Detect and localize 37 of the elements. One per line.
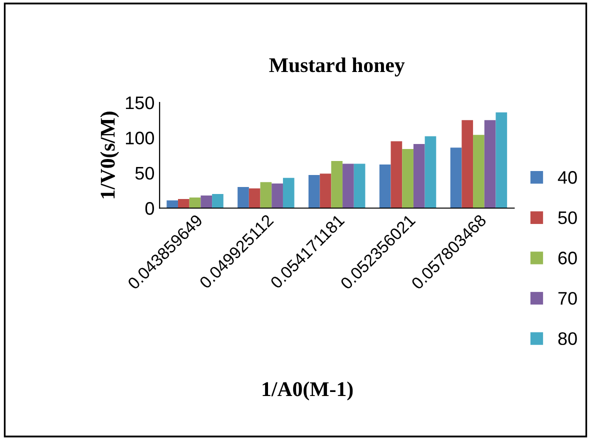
bar xyxy=(166,200,178,208)
bar xyxy=(450,148,462,208)
bar xyxy=(212,194,224,208)
y-tick-label: 50 xyxy=(135,166,154,180)
x-axis-title: 1/A0(M-1) xyxy=(262,382,353,400)
bar xyxy=(379,164,391,208)
bar xyxy=(473,134,484,208)
bar xyxy=(200,195,212,208)
y-tick-label: 150 xyxy=(126,96,154,110)
bar xyxy=(484,120,496,208)
bar xyxy=(331,160,343,208)
bar xyxy=(424,136,436,208)
bar xyxy=(496,112,508,208)
bar xyxy=(354,164,366,208)
chart-title: Mustard honey xyxy=(269,58,405,76)
bar xyxy=(462,120,474,208)
bar xyxy=(178,198,190,208)
bar xyxy=(248,188,260,208)
bar xyxy=(260,182,272,208)
y-axis-title: 1/V0(s/M) xyxy=(100,112,120,198)
bar xyxy=(413,144,425,208)
legend-label: 50 xyxy=(558,211,577,224)
bar xyxy=(342,164,354,208)
legend-label: 40 xyxy=(558,171,577,184)
legend-label: 80 xyxy=(558,332,577,346)
bar xyxy=(402,148,414,208)
bar xyxy=(238,187,249,208)
bar xyxy=(308,175,320,208)
legend-label: 60 xyxy=(558,252,577,264)
bar xyxy=(320,174,332,208)
y-tick-label: 100 xyxy=(126,132,154,144)
y-tick-label: 0 xyxy=(145,202,154,215)
bar xyxy=(282,178,294,208)
bar xyxy=(189,198,201,208)
bar xyxy=(390,141,402,208)
legend-label: 70 xyxy=(558,292,577,305)
bar xyxy=(272,183,283,208)
